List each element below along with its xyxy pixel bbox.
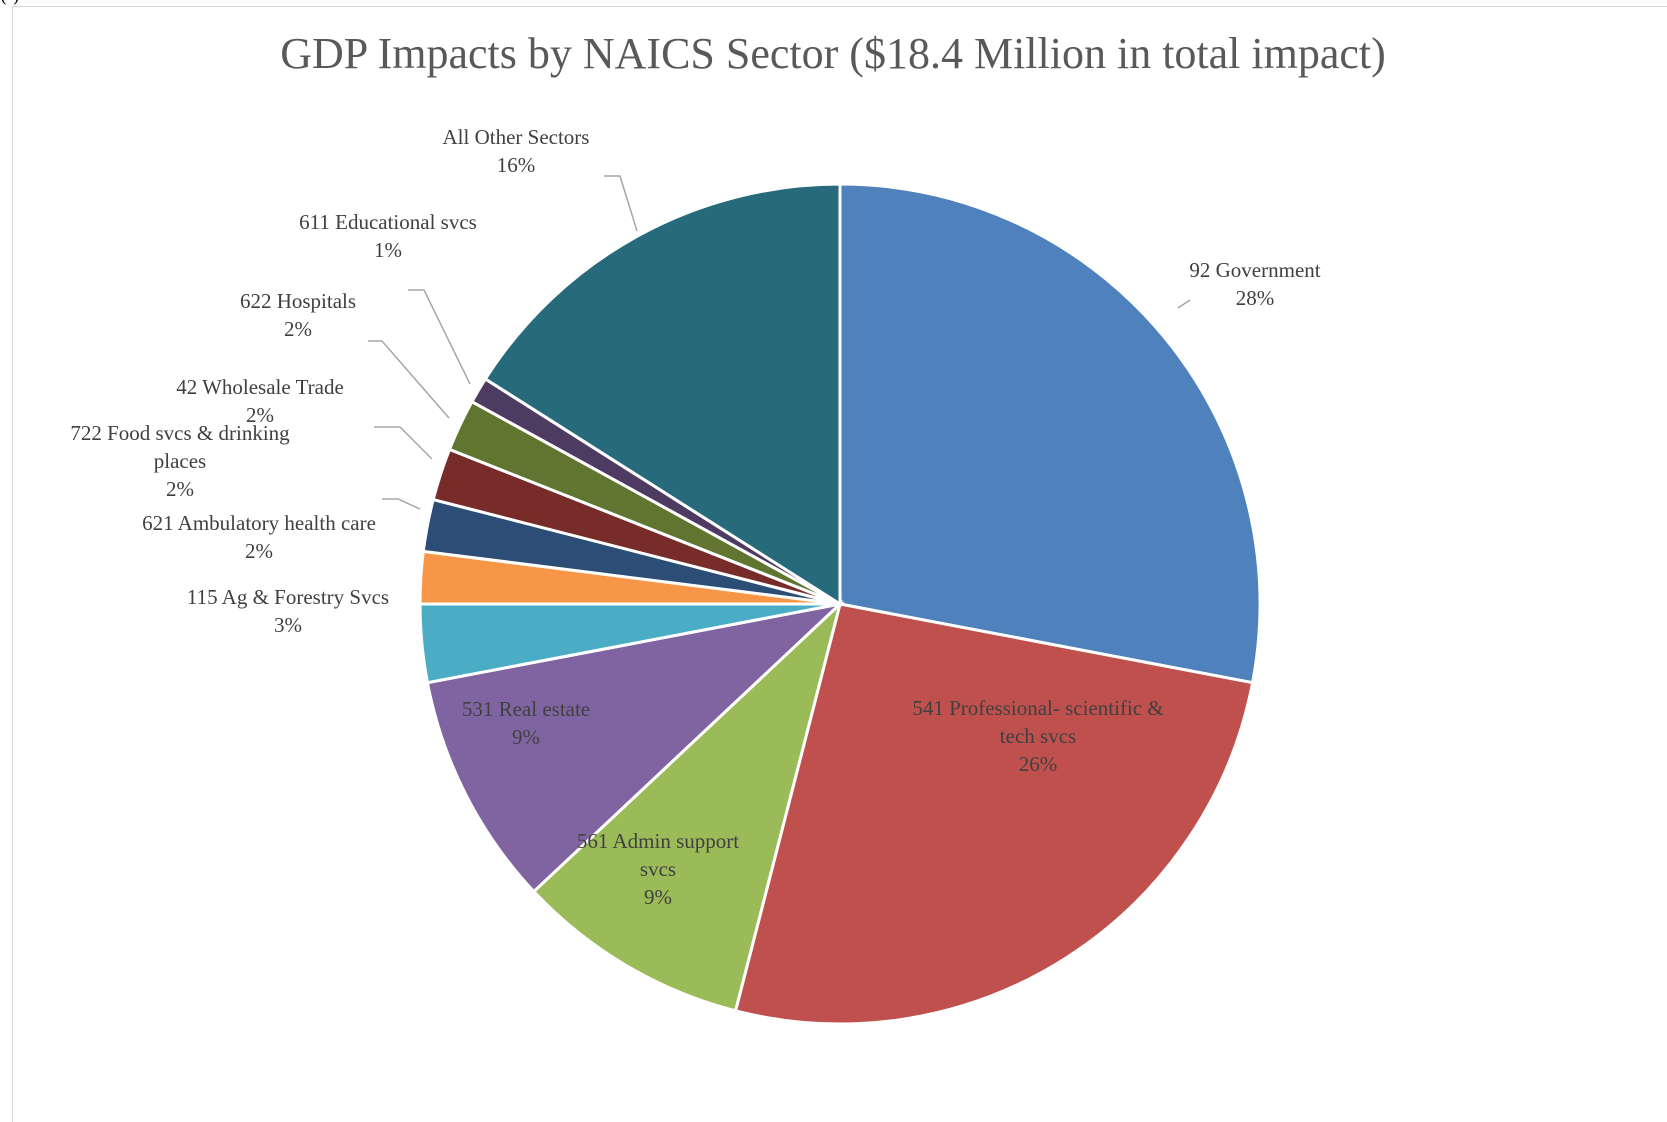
slice-label-10: All Other Sectors 16% xyxy=(443,125,590,177)
slice-name: 611 Educational svcs xyxy=(299,210,477,234)
slice-label-4: 115 Ag & Forestry Svcs 3% xyxy=(187,585,389,637)
slice-name: places xyxy=(154,449,206,473)
slice-name: 92 Government xyxy=(1189,258,1320,282)
chart-frame xyxy=(12,6,1667,1122)
slice-percent: 2% xyxy=(245,539,273,563)
cropped-text-fragment: ( ) xyxy=(0,0,20,7)
leader-line-9 xyxy=(408,289,471,385)
slice-label-3: 531 Real estate 9% xyxy=(462,697,590,749)
slice-percent: 16% xyxy=(497,153,536,177)
slice-percent: 2% xyxy=(246,403,274,427)
pie-slice-1 xyxy=(733,602,1255,1026)
leader-line-6 xyxy=(382,498,421,510)
slice-name: 115 Ag & Forestry Svcs xyxy=(187,585,389,609)
leader-line-10 xyxy=(604,175,638,232)
slice-label-7: 42 Wholesale Trade 2% xyxy=(176,375,344,427)
pie-slice-2 xyxy=(531,599,843,1013)
pie-slice-10 xyxy=(483,182,842,607)
slice-percent: 2% xyxy=(284,317,312,341)
chart-title: GDP Impacts by NAICS Sector ($18.4 Milli… xyxy=(280,29,1386,78)
slice-percent: 9% xyxy=(644,885,672,909)
leader-lines xyxy=(368,175,1191,510)
slice-name: 531 Real estate xyxy=(462,697,590,721)
leader-line-0 xyxy=(1177,299,1191,309)
slice-name: 42 Wholesale Trade xyxy=(176,375,344,399)
slice-percent: 9% xyxy=(512,725,540,749)
pie-slices xyxy=(418,182,1262,1026)
slice-label-5: 621 Ambulatory health care 2% xyxy=(142,511,376,563)
slice-label-2: 561 Admin support svcs 9% xyxy=(577,829,739,909)
slice-label-6: 722 Food svcs & drinking places 2% xyxy=(70,421,290,501)
slice-name: 622 Hospitals xyxy=(240,289,356,313)
slice-percent: 1% xyxy=(374,238,402,262)
pie-slice-0 xyxy=(838,182,1262,685)
pie-slice-3 xyxy=(425,601,845,894)
slice-name: All Other Sectors xyxy=(443,125,590,149)
slice-percent: 3% xyxy=(274,613,302,637)
slice-name: 621 Ambulatory health care xyxy=(142,511,376,535)
leader-line-7 xyxy=(374,426,433,460)
leader-line-8 xyxy=(368,340,450,419)
slice-label-1: 541 Professional- scientific & tech svcs 2… xyxy=(912,696,1163,776)
slice-name: 722 Food svcs & drinking xyxy=(70,421,290,445)
slice-percent: 28% xyxy=(1236,286,1275,310)
slice-percent: 26% xyxy=(1019,752,1058,776)
slice-label-8: 622 Hospitals 2% xyxy=(240,289,356,341)
slice-name: 541 Professional- scientific & xyxy=(912,696,1163,720)
slice-percent: 2% xyxy=(166,477,194,501)
slice-labels: 92 Government 28% 541 Professional- scient… xyxy=(70,125,1320,909)
slice-name: svcs xyxy=(640,857,676,881)
slice-name: tech svcs xyxy=(1000,724,1076,748)
slice-label-9: 611 Educational svcs 1% xyxy=(299,210,477,262)
slice-name: 561 Admin support xyxy=(577,829,739,853)
slice-label-0: 92 Government 28% xyxy=(1189,258,1320,310)
